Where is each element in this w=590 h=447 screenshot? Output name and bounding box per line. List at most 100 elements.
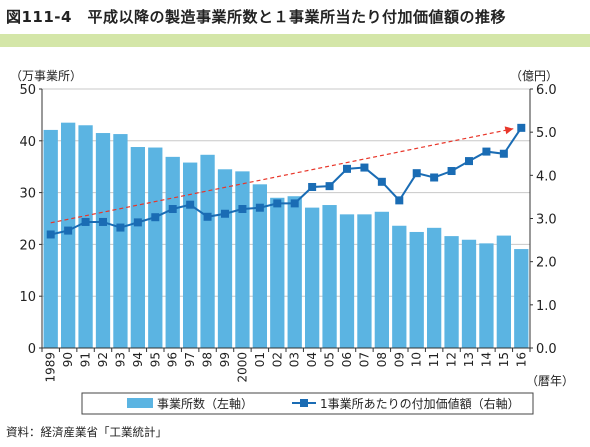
line-point <box>238 205 247 214</box>
bar <box>95 133 111 348</box>
chart-title: 図111-4 平成以降の製造事業所数と１事業所当たり付加価値額の推移 <box>6 8 506 26</box>
x-tick-label: 15 <box>497 352 511 367</box>
legend-bar-label: 事業所数（左軸） <box>157 396 253 411</box>
x-tick-label: 06 <box>340 352 354 367</box>
source-note: 資料：経済産業省「工業統計」 <box>6 425 167 439</box>
line-layer <box>46 123 526 239</box>
bar <box>496 235 512 348</box>
x-tick-label: 96 <box>166 352 180 367</box>
left-tick-label: 0 <box>28 342 36 357</box>
x-tick-label: 03 <box>288 352 302 367</box>
x-tick-label: 08 <box>375 352 389 367</box>
line-point <box>395 196 404 205</box>
right-tick-label: 2.0 <box>536 256 557 271</box>
bar <box>461 239 477 348</box>
x-tick-label: 1989 <box>44 352 58 383</box>
bar <box>43 129 58 348</box>
x-tick-label: 95 <box>148 352 162 367</box>
right-tick-label: 6.0 <box>536 83 557 98</box>
x-tick-label: 01 <box>253 352 267 367</box>
x-tick-label: 94 <box>131 352 145 367</box>
line-point <box>308 182 317 191</box>
x-tick-label: 91 <box>79 352 93 367</box>
trend-line <box>50 128 514 224</box>
right-tick-label: 1.0 <box>536 299 557 314</box>
right-tick-label: 4.0 <box>536 169 557 184</box>
line-point <box>186 200 195 209</box>
trend-layer <box>50 126 514 224</box>
bar <box>426 227 442 348</box>
x-axis-unit: （暦年） <box>526 374 574 388</box>
legend-line-marker <box>300 399 308 407</box>
x-tick-label: 16 <box>514 352 528 367</box>
x-tick-label: 2000 <box>235 352 249 383</box>
x-tick-label: 02 <box>270 352 284 367</box>
line-point <box>168 205 177 214</box>
bar <box>357 214 372 348</box>
bar <box>235 171 250 348</box>
line-point <box>290 199 299 208</box>
legend-line-label: 1事業所あたりの付加価値額（右軸） <box>320 396 520 411</box>
bar <box>252 184 268 348</box>
x-tick-label: 97 <box>183 352 197 367</box>
line-point <box>221 209 229 218</box>
line-point <box>517 123 526 132</box>
line-point <box>430 173 439 182</box>
x-tick-label: 07 <box>357 352 371 367</box>
trend-arrowhead <box>504 126 514 135</box>
right-tick-label: 3.0 <box>536 213 557 228</box>
line-point <box>133 218 142 227</box>
bar <box>322 205 337 348</box>
bar <box>374 211 390 348</box>
line-point <box>360 163 369 172</box>
legend-bar-swatch <box>127 398 153 408</box>
x-tick-label: 13 <box>462 352 476 367</box>
line-point <box>377 177 386 186</box>
line-point <box>151 213 160 222</box>
left-tick-label: 20 <box>19 238 36 253</box>
left-tick-label: 50 <box>19 83 36 98</box>
line-point <box>499 149 508 158</box>
line-point <box>482 147 491 156</box>
x-tick-label: 05 <box>323 352 337 367</box>
line-point <box>46 230 55 239</box>
line-point <box>203 212 212 221</box>
line-point <box>99 217 107 226</box>
bar <box>148 147 163 348</box>
bar <box>130 147 146 348</box>
x-tick-label: 10 <box>410 352 424 367</box>
line-point <box>447 167 456 176</box>
x-tick-label: 12 <box>445 352 459 367</box>
bar <box>270 197 285 348</box>
bar <box>392 225 407 348</box>
x-tick-label: 93 <box>113 352 127 367</box>
line-point <box>81 217 90 226</box>
left-tick-label: 30 <box>19 187 36 202</box>
title-underline-bar <box>0 34 590 47</box>
line-point <box>116 223 125 232</box>
x-tick-label: 99 <box>218 352 232 367</box>
line-point <box>412 169 421 178</box>
left-tick-label: 10 <box>19 290 36 305</box>
bar <box>165 156 180 348</box>
x-tick-label: 90 <box>61 352 75 367</box>
x-tick-label: 04 <box>305 352 319 367</box>
left-axis-label: （万事業所） <box>10 69 82 83</box>
bar <box>200 154 215 348</box>
line-point <box>64 226 73 235</box>
line-point <box>343 164 351 173</box>
bar <box>444 236 459 348</box>
x-tick-label: 98 <box>201 352 215 367</box>
bar <box>514 249 529 348</box>
bars-layer <box>43 122 529 348</box>
line-point <box>325 182 334 191</box>
right-axis-label: （億円） <box>510 69 558 83</box>
line-point <box>255 203 264 212</box>
bar <box>217 169 233 348</box>
x-tick-label: 09 <box>392 352 406 367</box>
bar <box>60 122 76 348</box>
left-tick-label: 40 <box>19 135 36 150</box>
bar <box>182 162 198 348</box>
